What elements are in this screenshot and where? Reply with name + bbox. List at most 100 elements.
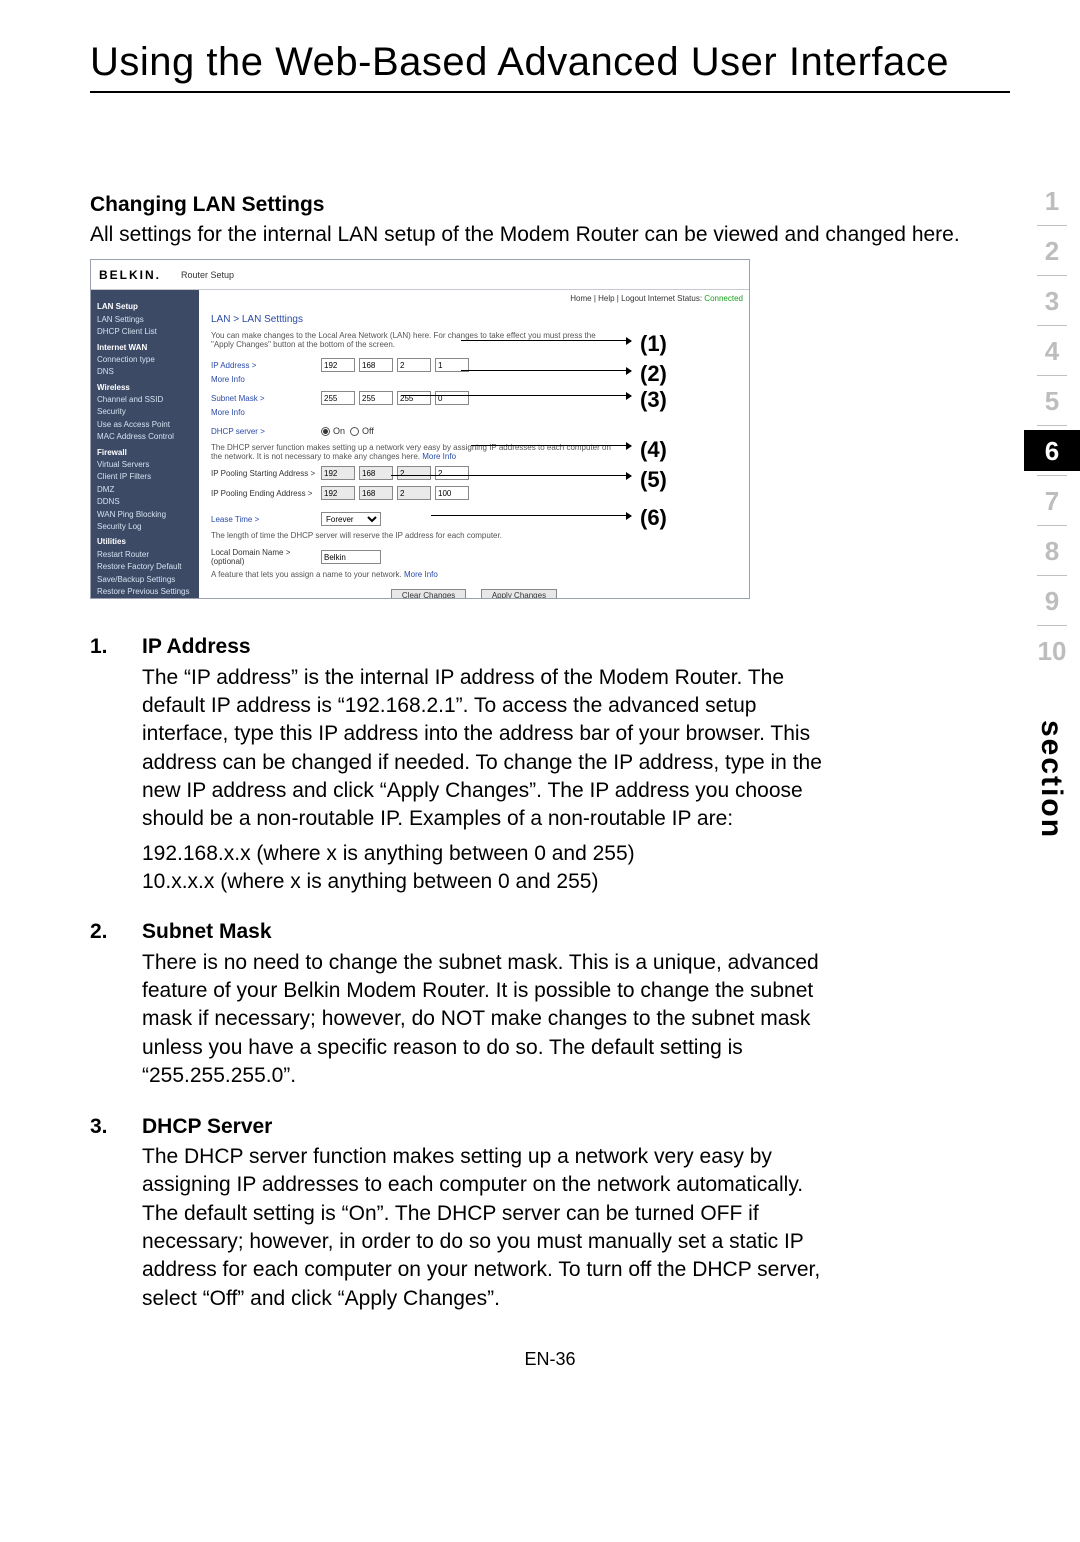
section-nav-9[interactable]: 9 [1024,580,1080,621]
domain-label: Local Domain Name > (optional) [211,548,321,566]
list-num: 2. [90,918,142,1096]
sidebar-item[interactable]: Use as Access Point [97,419,193,431]
lease-desc: The length of time the DHCP server will … [211,531,611,540]
sidebar-item[interactable]: Security [97,406,193,418]
pool-end-1[interactable] [321,486,355,500]
screenshot-wrap: BELKIN. Router Setup Home | Help | Logou… [90,259,1010,599]
callout-6: (6) [640,505,667,531]
sidebar-item[interactable]: Client IP Filters [97,471,193,483]
section-nav-sep [1037,525,1067,526]
section-lead: All settings for the internal LAN setup … [90,221,1010,249]
pool-end-4[interactable] [435,486,469,500]
ip-octet-2[interactable] [359,358,393,372]
breadcrumb: LAN > LAN Setttings [211,314,737,325]
lease-label: Lease Time > [211,515,259,524]
domain-input[interactable] [321,550,381,564]
dhcp-on-radio[interactable] [321,427,330,436]
section-nav-5[interactable]: 5 [1024,380,1080,421]
section-nav-sep [1037,275,1067,276]
section-nav-8[interactable]: 8 [1024,530,1080,571]
sidebar-item[interactable]: Utilities [97,536,193,548]
list-item: 3.DHCP ServerThe DHCP server function ma… [90,1113,1010,1319]
section-word: section [1034,720,1068,839]
pool-start-3[interactable] [397,466,431,480]
section-nav-7[interactable]: 7 [1024,480,1080,521]
list-num: 3. [90,1113,142,1319]
sidebar-item[interactable]: Restore Previous Settings [97,586,193,598]
sidebar-item[interactable]: Restart Router [97,549,193,561]
sidebar-item[interactable]: Connection type [97,354,193,366]
list-heading: Subnet Mask [142,918,842,946]
section-nav-sep [1037,575,1067,576]
callout-1: (1) [640,331,667,357]
section-nav-1[interactable]: 1 [1024,180,1080,221]
screenshot-sidebar: LAN SetupLAN SettingsDHCP Client List Int… [91,290,199,598]
brand-sub: Router Setup [181,270,234,280]
sidebar-item[interactable]: Virtual Servers [97,459,193,471]
more-info-link[interactable]: More Info [404,570,438,579]
sidebar-item[interactable]: Firewall [97,447,193,459]
pool-end-2[interactable] [359,486,393,500]
numbered-list: 1.IP AddressThe “IP address” is the inte… [90,633,1010,1319]
subnet-octet-4[interactable] [435,391,469,405]
section-nav-10[interactable]: 10 [1024,630,1080,671]
domain-desc: A feature that lets you assign a name to… [211,570,402,579]
pool-start-1[interactable] [321,466,355,480]
section-nav-sep [1037,475,1067,476]
section-nav-sep [1037,625,1067,626]
sidebar-item[interactable]: Channel and SSID [97,394,193,406]
subnet-octet-3[interactable] [397,391,431,405]
status-prefix: Home | Help | Logout Internet Status: [570,294,702,303]
apply-changes-button[interactable]: Apply Changes [481,589,557,599]
section-nav-2[interactable]: 2 [1024,230,1080,271]
section-nav-sep [1037,325,1067,326]
sidebar-item[interactable]: Restore Factory Default [97,561,193,573]
subnet-octet-2[interactable] [359,391,393,405]
sidebar-item[interactable]: DMZ [97,484,193,496]
dhcp-on-label: On [333,426,345,436]
section-nav-3[interactable]: 3 [1024,280,1080,321]
ip-address-label: IP Address > [211,361,256,370]
dhcp-off-label: Off [362,426,374,436]
pool-end-label: IP Pooling Ending Address > [211,489,321,498]
section-nav: 1 2 3 4 5 6 7 8 9 10 [1024,180,1080,671]
sidebar-item[interactable]: MAC Address Control [97,431,193,443]
sidebar-item[interactable]: DDNS [97,496,193,508]
subnet-octet-1[interactable] [321,391,355,405]
pool-start-4[interactable] [435,466,469,480]
sidebar-item[interactable]: DHCP Client List [97,326,193,338]
sidebar-item[interactable]: DNS [97,366,193,378]
clear-changes-button[interactable]: Clear Changes [391,589,466,599]
lease-time-select[interactable]: Forever [321,512,381,526]
section-nav-4[interactable]: 4 [1024,330,1080,371]
sidebar-item[interactable]: Wireless [97,382,193,394]
router-screenshot: BELKIN. Router Setup Home | Help | Logou… [90,259,750,599]
list-item: 1.IP AddressThe “IP address” is the inte… [90,633,1010,902]
list-heading: IP Address [142,633,842,661]
page-title: Using the Web-Based Advanced User Interf… [90,40,1010,85]
sidebar-item[interactable]: Internet WAN [97,342,193,354]
list-para: 192.168.x.x (where x is anything between… [142,840,842,897]
section-nav-sep [1037,225,1067,226]
page-footer: EN-36 [90,1349,1010,1370]
sidebar-item[interactable]: Save/Backup Settings [97,574,193,586]
pool-end-3[interactable] [397,486,431,500]
pool-start-label: IP Pooling Starting Address > [211,469,321,478]
callout-2: (2) [640,361,667,387]
sidebar-item[interactable]: LAN Setup [97,301,193,313]
dhcp-off-radio[interactable] [350,427,359,436]
more-info-link[interactable]: More Info [422,452,456,461]
subnet-label: Subnet Mask > [211,394,265,403]
sidebar-item[interactable]: LAN Settings [97,314,193,326]
sidebar-item[interactable]: Security Log [97,521,193,533]
list-heading: DHCP Server [142,1113,842,1141]
list-para: There is no need to change the subnet ma… [142,949,842,1091]
list-para: The “IP address” is the internal IP addr… [142,664,842,834]
sidebar-item[interactable]: WAN Ping Blocking [97,509,193,521]
ip-octet-1[interactable] [321,358,355,372]
section-nav-6[interactable]: 6 [1024,430,1080,471]
ip-octet-3[interactable] [397,358,431,372]
section-heading: Changing LAN Settings [90,193,1010,217]
sidebar-item[interactable]: Firmware Update [97,598,193,599]
pool-start-2[interactable] [359,466,393,480]
